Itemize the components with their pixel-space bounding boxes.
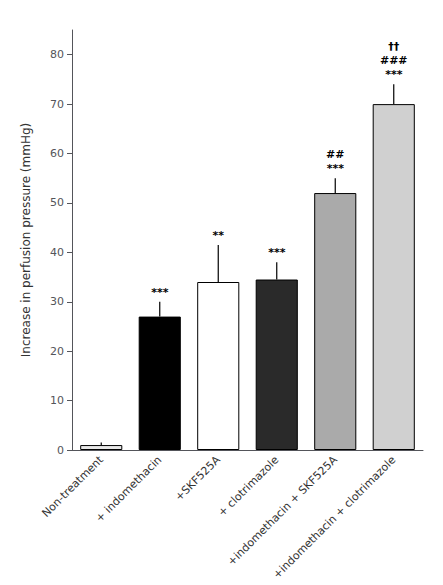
svg-text:20: 20 xyxy=(50,345,64,358)
svg-text:30: 30 xyxy=(50,295,64,308)
svg-text:80: 80 xyxy=(50,48,64,61)
svg-text:††: †† xyxy=(388,40,400,53)
svg-text:50: 50 xyxy=(50,196,64,209)
svg-text:Non-treatment: Non-treatment xyxy=(39,453,106,520)
svg-text:10: 10 xyxy=(50,394,64,407)
svg-text:+ clotrimazole: + clotrimazole xyxy=(216,453,282,519)
svg-text:***: *** xyxy=(385,68,403,81)
svg-text:+indomethacin + clotrimazole: +indomethacin + clotrimazole xyxy=(270,453,398,581)
svg-text:60: 60 xyxy=(50,147,64,160)
svg-text:0: 0 xyxy=(57,444,64,457)
svg-text:***: *** xyxy=(151,286,169,299)
svg-text:40: 40 xyxy=(50,246,64,259)
svg-text:##: ## xyxy=(326,148,344,161)
svg-text:+indomethacin + SKF525A: +indomethacin + SKF525A xyxy=(225,453,340,568)
svg-text:**: ** xyxy=(212,229,224,242)
svg-text:***: *** xyxy=(327,162,345,175)
svg-text:+ indomethacin: + indomethacin xyxy=(93,453,164,524)
svg-text:Increase in perfusion pressure: Increase in perfusion pressure (mmHg) xyxy=(19,123,33,358)
svg-text:###: ### xyxy=(380,54,408,67)
svg-text:***: *** xyxy=(268,246,286,259)
svg-text:70: 70 xyxy=(50,98,64,111)
svg-text:+SKF525A: +SKF525A xyxy=(173,453,224,504)
